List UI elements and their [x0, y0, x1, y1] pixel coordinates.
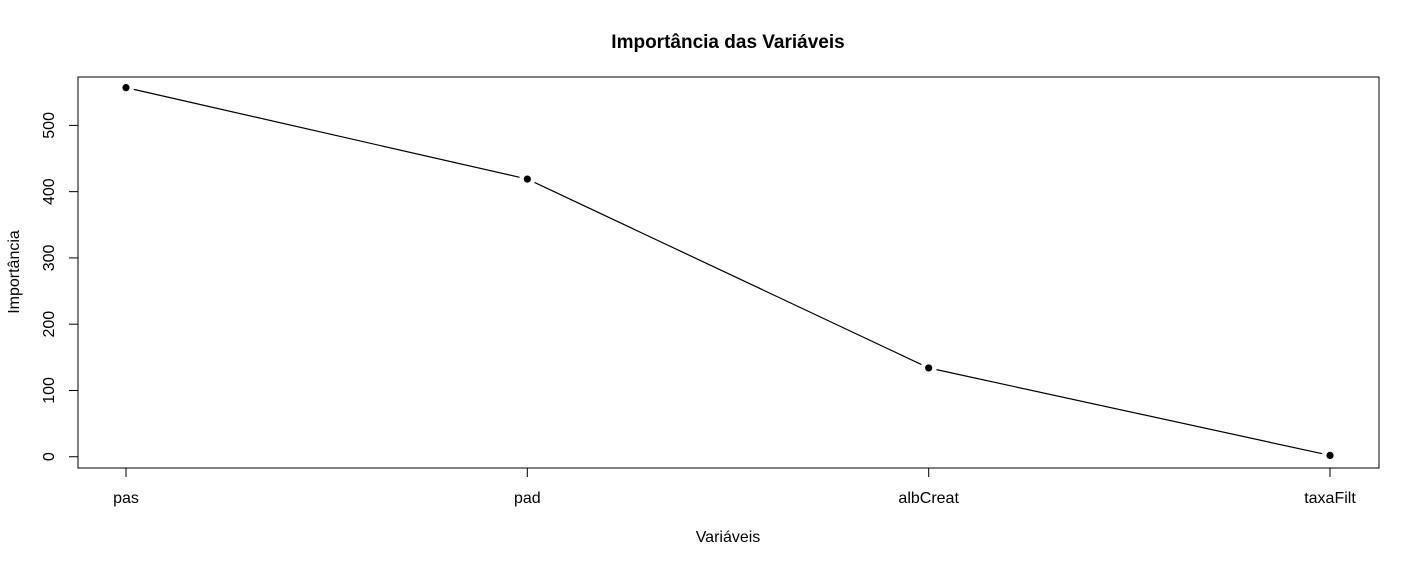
x-axis: pas pad albCreat taxaFilt	[113, 468, 1356, 507]
y-tick-label: 300	[41, 244, 58, 271]
y-tick-label: 200	[41, 311, 58, 338]
x-tick-label: taxaFilt	[1304, 490, 1356, 507]
series-line-segment	[133, 88, 520, 178]
data-point	[122, 84, 130, 92]
x-axis-label: Variáveis	[696, 529, 761, 546]
y-tick-label: 400	[41, 178, 58, 205]
y-tick-label: 100	[41, 377, 58, 404]
x-tick-label: albCreat	[898, 490, 959, 507]
x-tick-label: pas	[113, 490, 139, 507]
x-tick-label: pad	[514, 490, 541, 507]
chart-title: Importância das Variáveis	[611, 32, 844, 53]
data-series	[122, 84, 1334, 460]
data-point	[523, 175, 531, 183]
y-tick-label: 0	[41, 452, 58, 461]
y-axis: 0 100 200 300 400 500	[41, 112, 79, 461]
data-point	[1326, 451, 1334, 460]
plot-frame	[77, 76, 1380, 469]
data-point	[925, 364, 933, 372]
y-axis-label: Importância	[6, 230, 23, 314]
y-tick-label: 500	[41, 112, 58, 139]
series-line-segment	[936, 369, 1323, 455]
series-line-segment	[534, 181, 922, 366]
